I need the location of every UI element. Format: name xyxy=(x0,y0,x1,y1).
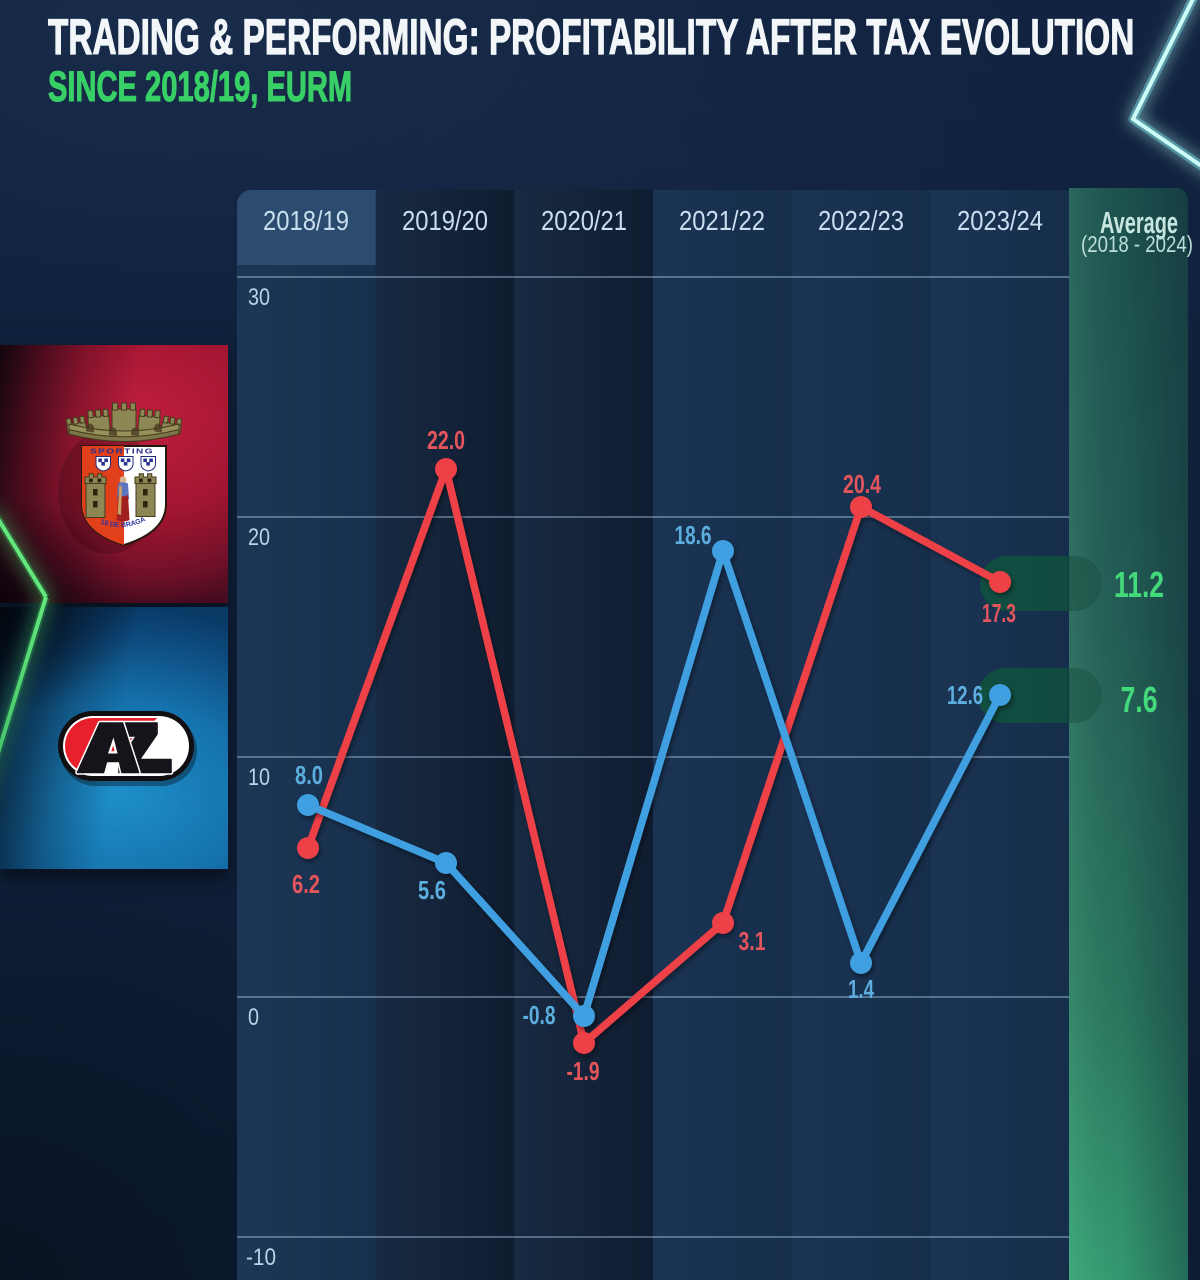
svg-text:(2018 - 2024): (2018 - 2024) xyxy=(1081,231,1193,257)
svg-text:SPORTING: SPORTING xyxy=(90,449,154,456)
svg-text:30: 30 xyxy=(248,284,270,311)
svg-text:20: 20 xyxy=(248,524,270,551)
svg-text:18.6: 18.6 xyxy=(675,520,712,550)
svg-text:2021/22: 2021/22 xyxy=(679,205,765,236)
svg-text:20.4: 20.4 xyxy=(843,469,881,499)
svg-text:2020/21: 2020/21 xyxy=(541,205,627,236)
svg-text:-1.9: -1.9 xyxy=(567,1056,600,1086)
svg-text:2018/19: 2018/19 xyxy=(263,205,349,236)
svg-text:5.6: 5.6 xyxy=(418,875,446,905)
svg-text:1.4: 1.4 xyxy=(848,974,874,1004)
svg-text:-10: -10 xyxy=(246,1244,276,1271)
svg-text:12.6: 12.6 xyxy=(947,680,983,710)
svg-text:6.2: 6.2 xyxy=(292,869,320,899)
svg-text:2022/23: 2022/23 xyxy=(818,205,904,236)
svg-text:22.0: 22.0 xyxy=(427,425,465,455)
svg-text:10: 10 xyxy=(248,764,270,791)
svg-text:2019/20: 2019/20 xyxy=(402,205,488,236)
svg-text:11.2: 11.2 xyxy=(1114,564,1164,605)
svg-text:17.3: 17.3 xyxy=(982,598,1016,628)
svg-text:-0.8: -0.8 xyxy=(523,1000,556,1030)
svg-text:8.0: 8.0 xyxy=(295,760,323,790)
svg-text:3.1: 3.1 xyxy=(739,926,766,956)
svg-text:7.6: 7.6 xyxy=(1121,679,1158,720)
svg-text:0: 0 xyxy=(248,1004,259,1031)
svg-text:Average: Average xyxy=(1100,205,1178,240)
svg-text:2023/24: 2023/24 xyxy=(957,205,1043,236)
